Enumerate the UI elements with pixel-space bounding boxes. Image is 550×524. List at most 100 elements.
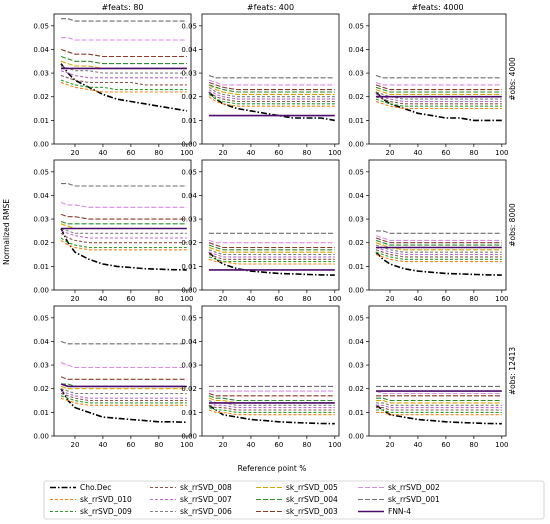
- series-line-cho-dec: [60, 228, 187, 271]
- series-line-sk-rrsvd-009: [208, 93, 335, 105]
- y-tick-label: 0.00: [348, 141, 364, 149]
- y-tick-label: 0.05: [33, 314, 49, 322]
- y-tick-label: 0.01: [181, 409, 197, 417]
- x-tick-label: 80: [469, 149, 478, 157]
- x-tick-label: 40: [246, 441, 255, 449]
- y-tick-label: 0.04: [33, 46, 49, 54]
- y-tick-label: 0.01: [33, 117, 49, 125]
- series-line-sk-rrsvd-003: [60, 48, 187, 58]
- x-tick-label: 60: [274, 295, 283, 303]
- series-line-sk-rrsvd-006: [208, 86, 335, 98]
- series-line-sk-rrsvd-006: [60, 388, 187, 395]
- panel-frame: [201, 159, 340, 291]
- panel-r0-c2: 20 40 60 80 100 0.00 0.01 0.02 0.03 0.04 0.05 #feat…: [348, 3, 517, 157]
- series-line-sk-rrsvd-008: [208, 404, 335, 411]
- y-tick-label: 0.01: [33, 409, 49, 417]
- y-tick-label: 0.03: [348, 362, 364, 370]
- series-line-sk-rrsvd-007: [376, 404, 502, 409]
- series-line-cho-dec: [375, 404, 502, 425]
- y-tick-label: 0.05: [33, 22, 49, 30]
- y-tick-label: 0.00: [33, 433, 49, 441]
- series-line-sk-rrsvd-007: [375, 246, 502, 256]
- x-tick-label: 100: [328, 149, 341, 157]
- x-tick-label: 60: [441, 295, 450, 303]
- series-line-sk-rrsvd-008: [60, 392, 187, 402]
- y-tick-label: 0.05: [181, 314, 197, 322]
- x-tick-label: 100: [180, 441, 193, 449]
- series-line-sk-rrsvd-002: [61, 37, 187, 41]
- y-tick-label: 0.00: [33, 287, 49, 295]
- series-line-cho-dec: [60, 63, 187, 112]
- series-line-sk-rrsvd-005: [376, 399, 502, 404]
- panel-r1-c2: 20 40 60 80 100 0.00 0.01 0.02 0.03 0.04 0.05 #obs:…: [348, 159, 517, 303]
- series-line-sk-rrsvd-008: [375, 96, 502, 105]
- y-tick-label: 0.03: [181, 362, 197, 370]
- series-line-cho-dec: [208, 91, 335, 122]
- x-tick-label: 80: [469, 295, 478, 303]
- y-tick-label: 0.02: [33, 239, 49, 247]
- series-line-sk-rrsvd-002: [375, 235, 502, 241]
- series-line-cho-dec: [60, 388, 187, 424]
- y-tick-label: 0.05: [181, 168, 197, 176]
- series-line-sk-rrsvd-004: [376, 397, 502, 402]
- y-tick-label: 0.01: [348, 117, 364, 125]
- series-line-sk-rrsvd-010: [60, 239, 187, 251]
- series-line-sk-rrsvd-010: [208, 96, 335, 107]
- series-line-sk-rrsvd-001: [208, 74, 335, 79]
- series-line-sk-rrsvd-003: [60, 376, 187, 380]
- series-line-sk-rrsvd-009: [208, 256, 335, 263]
- x-tick-label: 20: [386, 295, 395, 303]
- x-tick-label: 100: [495, 295, 508, 303]
- series-line-sk-rrsvd-005: [375, 89, 502, 95]
- row-label: #obs: 8000: [508, 203, 517, 247]
- series-line-sk-rrsvd-007: [208, 251, 335, 258]
- series-line-sk-rrsvd-002: [375, 390, 502, 395]
- y-tick-label: 0.00: [181, 141, 197, 149]
- y-tick-label: 0.02: [181, 239, 197, 247]
- series-line-sk-rrsvd-008: [60, 232, 187, 244]
- series-line-sk-rrsvd-004: [60, 55, 187, 65]
- x-tick-label: 80: [302, 149, 311, 157]
- column-title: #feats: 4000: [411, 3, 463, 12]
- x-tick-label: 100: [328, 295, 341, 303]
- x-tick-label: 80: [154, 149, 163, 157]
- legend-label-sk-rrsvd-001: sk_rrSVD_001: [388, 495, 440, 504]
- series-line-sk-rrsvd-003: [60, 213, 187, 220]
- y-tick-label: 0.05: [181, 22, 197, 30]
- series-line-sk-rrsvd-003: [375, 84, 502, 91]
- y-tick-label: 0.03: [33, 362, 49, 370]
- series-line-sk-rrsvd-001: [60, 340, 187, 345]
- y-tick-label: 0.04: [181, 46, 197, 54]
- x-tick-label: 20: [386, 441, 395, 449]
- x-tick-label: 20: [71, 149, 80, 157]
- x-tick-label: 100: [495, 441, 508, 449]
- panel-r0-c0: 20 40 60 80 100 0.00 0.01 0.02 0.03 0.04 0.05 #feat…: [33, 3, 193, 157]
- x-tick-label: 60: [126, 295, 135, 303]
- y-axis-label: Normalized RMSE: [2, 199, 11, 265]
- legend-label-sk-rrsvd-004: sk_rrSVD_004: [286, 495, 338, 504]
- y-tick-label: 0.04: [348, 46, 364, 54]
- x-tick-label: 60: [274, 149, 283, 157]
- panel-frame: [368, 13, 507, 145]
- series-line-sk-rrsvd-008: [376, 407, 502, 411]
- y-tick-label: 0.03: [181, 70, 197, 78]
- y-tick-label: 0.02: [181, 385, 197, 393]
- panel-frame: [201, 305, 340, 437]
- panel-frame: [368, 305, 507, 437]
- legend-label-sk-rrsvd-005: sk_rrSVD_005: [286, 483, 338, 492]
- panel-r2-c0: 20 40 60 80 100 0.00 0.01 0.02 0.03 0.04 0.05: [33, 305, 193, 449]
- y-tick-label: 0.03: [348, 216, 364, 224]
- series-line-sk-rrsvd-007: [208, 89, 335, 100]
- series-line-sk-rrsvd-003: [208, 242, 335, 249]
- legend-label-fnn-4: FNN-4: [388, 507, 411, 516]
- series-line-sk-rrsvd-009: [60, 395, 187, 404]
- series-line-sk-rrsvd-009: [375, 251, 502, 260]
- series-line-sk-rrsvd-009: [208, 407, 335, 413]
- series-line-sk-rrsvd-007: [60, 70, 187, 79]
- series-line-sk-rrsvd-005: [208, 84, 335, 95]
- x-tick-label: 20: [71, 441, 80, 449]
- x-tick-label: 100: [180, 295, 193, 303]
- series-line-sk-rrsvd-002: [208, 79, 335, 86]
- y-tick-label: 0.01: [181, 263, 197, 271]
- series-line-sk-rrsvd-005: [60, 60, 187, 69]
